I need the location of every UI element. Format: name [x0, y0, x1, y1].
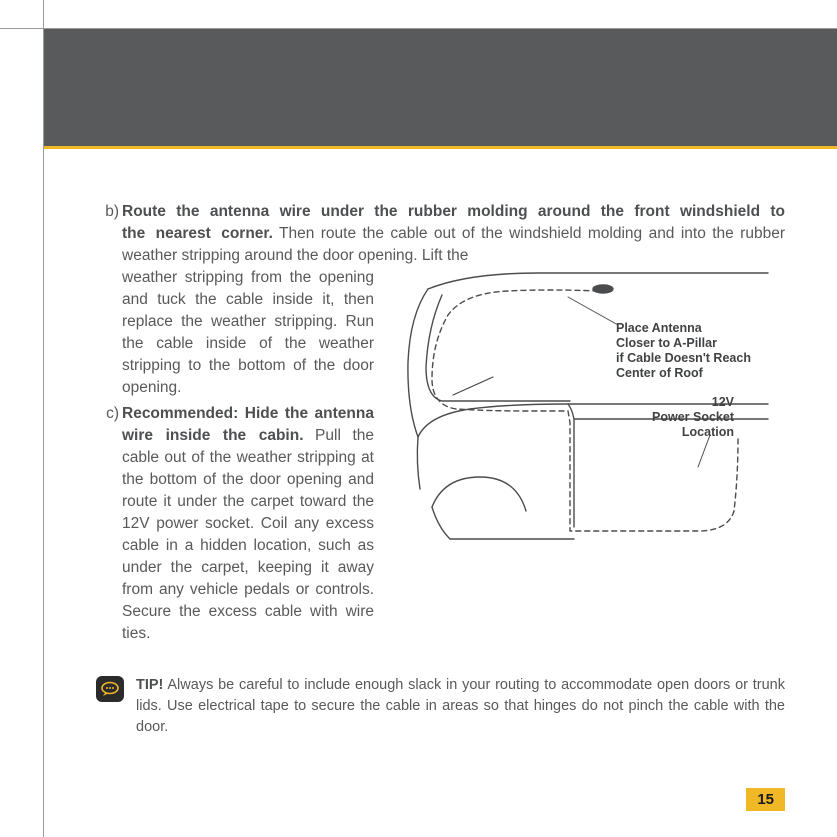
header-bar: [44, 29, 837, 146]
tip-icon: [96, 676, 124, 702]
step-c-marker: c): [96, 403, 122, 425]
step-c-rest: Pull the cable out of the weather strip­…: [122, 427, 374, 642]
page-container: b) Route the antenna wire under the rubb…: [44, 29, 837, 837]
tip-text: TIP! Always be careful to include enough…: [136, 675, 785, 738]
two-column-row: weather stripping from the open­ing and …: [122, 267, 785, 649]
step-c: c) Recommended: Hide the antenna wire in…: [96, 403, 374, 645]
page-number: 15: [746, 788, 785, 811]
content-area: b) Route the antenna wire under the rubb…: [44, 149, 837, 738]
figure-column: Place Antenna Closer to A-Pillar if Cabl…: [398, 267, 785, 607]
tip-body: Always be careful to include enough slac…: [136, 677, 785, 735]
step-b: b) Route the antenna wire under the rubb…: [96, 201, 785, 649]
step-c-body: Recommended: Hide the antenna wire insid…: [122, 403, 374, 645]
text-column: weather stripping from the open­ing and …: [122, 267, 374, 649]
tip-label: TIP!: [136, 677, 163, 693]
tip-block: TIP! Always be careful to include enough…: [96, 675, 785, 738]
step-b-marker: b): [96, 201, 122, 223]
step-b-rest2: weather stripping from the open­ing and …: [122, 267, 374, 399]
figure-label-12v: 12V Power Socket Location: [634, 395, 734, 440]
step-b-intro: Route the antenna wire under the rubber …: [122, 201, 785, 267]
figure-label-antenna: Place Antenna Closer to A-Pillar if Cabl…: [616, 321, 751, 381]
